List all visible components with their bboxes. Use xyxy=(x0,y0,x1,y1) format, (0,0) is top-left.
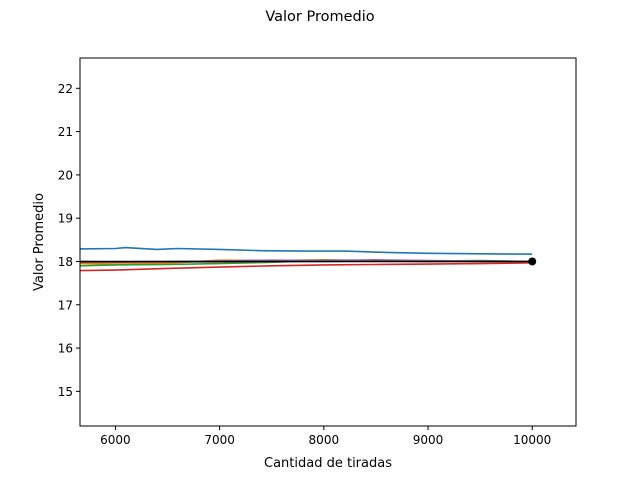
final-point-marker xyxy=(528,257,537,266)
y-tick-label: 17 xyxy=(58,298,73,312)
series-line-4 xyxy=(79,262,533,272)
chart-title: Valor Promedio xyxy=(265,9,374,25)
x-tick-label: 10000 xyxy=(513,433,551,447)
y-axis-label: Valor Promedio xyxy=(32,193,47,291)
x-axis-label: Cantidad de tiradas xyxy=(264,456,392,471)
x-tick-label: 6000 xyxy=(100,433,131,447)
y-tick-label: 15 xyxy=(58,385,73,399)
y-tick-label: 16 xyxy=(58,342,73,356)
plot-area xyxy=(79,246,537,272)
series-line-1 xyxy=(79,246,533,255)
x-tick-label: 9000 xyxy=(413,433,444,447)
y-tick-label: 22 xyxy=(58,82,73,96)
axes-frame xyxy=(79,57,577,427)
y-tick-label: 18 xyxy=(58,255,73,269)
y-axis-ticks: 15 16 17 18 19 20 21 22 xyxy=(58,82,80,399)
y-tick-label: 20 xyxy=(58,168,73,182)
x-tick-label: 7000 xyxy=(204,433,235,447)
x-tick-label: 8000 xyxy=(309,433,340,447)
y-tick-label: 21 xyxy=(58,125,73,139)
y-tick-label: 19 xyxy=(58,212,73,226)
x-axis-ticks: 6000 7000 8000 9000 10000 xyxy=(100,426,551,447)
